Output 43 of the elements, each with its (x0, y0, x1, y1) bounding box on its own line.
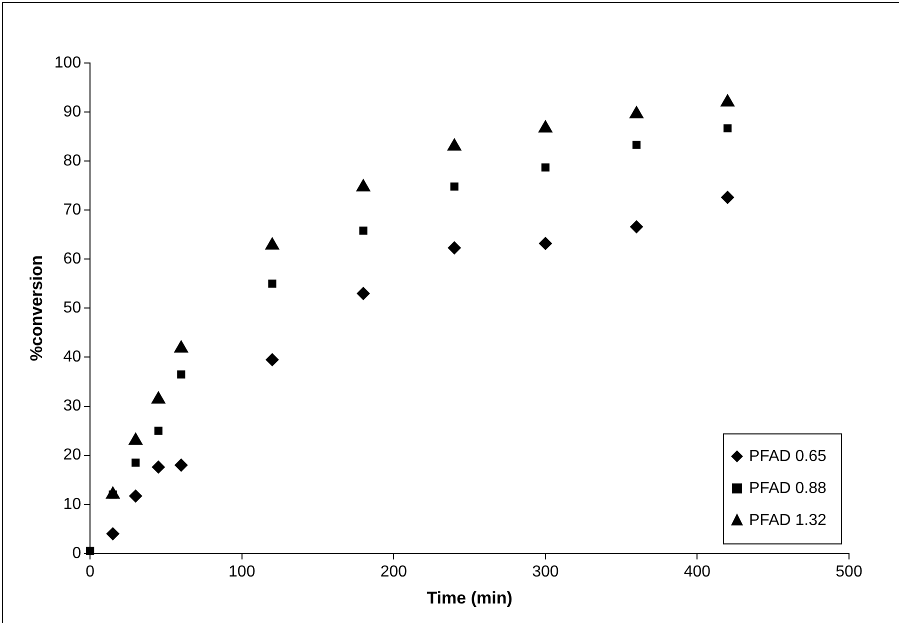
point (152, 460, 165, 474)
y-tick-label: 100 (54, 54, 82, 72)
x-tick-label: 400 (684, 563, 711, 580)
point (266, 353, 279, 366)
point (359, 226, 368, 235)
x-tick-label: 300 (532, 563, 559, 580)
y-tick-label: 50 (63, 300, 82, 317)
legend-label: PFAD 0.88 (749, 480, 826, 497)
y-tick-label: 10 (63, 496, 82, 513)
point (450, 182, 458, 191)
legend-label: PFAD 1.32 (749, 512, 826, 529)
point (129, 490, 142, 503)
point (541, 163, 550, 172)
point (632, 140, 641, 149)
y-tick-label: 40 (63, 348, 82, 366)
y-tick-label: 60 (63, 250, 82, 268)
point (630, 106, 644, 118)
point (356, 286, 370, 300)
point (630, 220, 644, 234)
point (174, 458, 188, 472)
point (86, 546, 94, 555)
point (448, 241, 461, 254)
point (268, 280, 276, 288)
x-tick-label: 0 (86, 563, 95, 580)
x-tick-label: 200 (380, 563, 408, 580)
point (724, 124, 732, 132)
x-tick-label: 500 (836, 563, 862, 580)
y-tick-label: 90 (63, 103, 82, 120)
y-tick-label: 20 (63, 446, 82, 464)
point (106, 527, 120, 540)
point (721, 190, 734, 204)
y-tick-label: 70 (63, 202, 82, 219)
x-tick-label: 100 (228, 563, 256, 580)
point (154, 426, 162, 435)
y-axis-title: %conversion (26, 255, 46, 362)
y-tick-label: 30 (63, 398, 82, 415)
legend-label: PFAD 0.65 (749, 448, 826, 465)
point (177, 370, 186, 378)
y-tick-label: 80 (63, 152, 82, 170)
point (538, 236, 552, 250)
y-tick-label: 0 (72, 544, 82, 562)
x-axis-title: Time (min) (426, 588, 512, 608)
point (132, 458, 140, 467)
